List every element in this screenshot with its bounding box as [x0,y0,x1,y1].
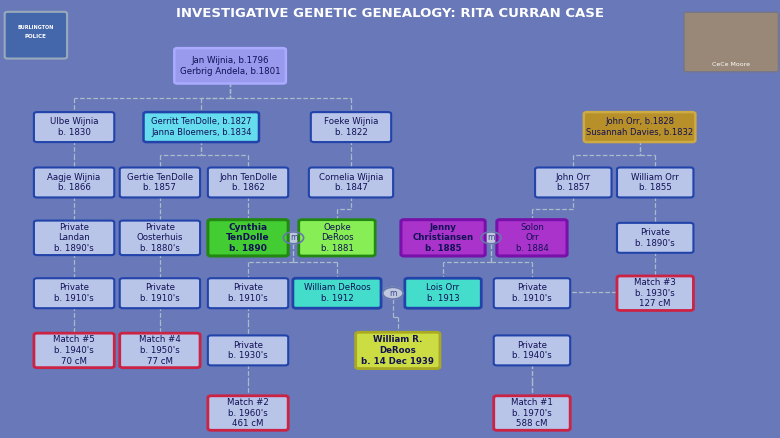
Text: William DeRoos
b. 1912: William DeRoos b. 1912 [303,283,370,303]
FancyBboxPatch shape [497,220,567,256]
Text: Lois Orr
b. 1913: Lois Orr b. 1913 [427,283,459,303]
Text: Private
b. 1910's: Private b. 1910's [140,283,179,303]
Text: Cornelia Wijnia
b. 1847: Cornelia Wijnia b. 1847 [319,173,383,192]
Text: Match #2
b. 1960's
461 cM: Match #2 b. 1960's 461 cM [227,398,269,428]
Text: Oepke
DeRoos
b. 1881: Oepke DeRoos b. 1881 [321,223,353,253]
FancyBboxPatch shape [34,112,115,142]
FancyBboxPatch shape [207,396,289,430]
FancyBboxPatch shape [5,12,67,59]
FancyBboxPatch shape [119,333,200,367]
FancyBboxPatch shape [617,276,693,311]
Text: Private
b. 1910's: Private b. 1910's [55,283,94,303]
FancyBboxPatch shape [207,167,289,198]
Text: Private
Landan
b. 1890's: Private Landan b. 1890's [55,223,94,253]
FancyBboxPatch shape [401,220,485,256]
Circle shape [480,232,501,244]
FancyBboxPatch shape [494,278,570,308]
Text: CeCe Moore: CeCe Moore [712,62,750,67]
FancyBboxPatch shape [583,112,696,142]
Text: John Orr
b. 1857: John Orr b. 1857 [555,173,591,192]
Text: Cynthia
TenDolle
b. 1890: Cynthia TenDolle b. 1890 [226,223,270,253]
FancyBboxPatch shape [207,220,289,256]
Text: William R.
DeRoos
b. 14 Dec 1939: William R. DeRoos b. 14 Dec 1939 [361,335,434,366]
Text: Private
b. 1890's: Private b. 1890's [636,228,675,248]
FancyBboxPatch shape [535,167,612,198]
FancyBboxPatch shape [617,223,693,253]
FancyBboxPatch shape [299,220,375,256]
FancyBboxPatch shape [309,167,393,198]
Circle shape [383,287,403,299]
Text: John Orr, b.1828
Susannah Davies, b.1832: John Orr, b.1828 Susannah Davies, b.1832 [586,117,693,137]
Text: Private
Oosterhuis
b. 1880's: Private Oosterhuis b. 1880's [136,223,183,253]
FancyBboxPatch shape [174,48,285,84]
Text: BURLINGTON: BURLINGTON [18,25,54,30]
Text: Match #3
b. 1930's
127 cM: Match #3 b. 1930's 127 cM [634,278,676,308]
FancyBboxPatch shape [34,167,115,198]
Text: Foeke Wijnia
b. 1822: Foeke Wijnia b. 1822 [324,117,378,137]
Circle shape [283,232,303,244]
Text: POLICE: POLICE [25,34,47,39]
FancyBboxPatch shape [293,278,381,308]
FancyBboxPatch shape [34,278,115,308]
Text: John TenDolle
b. 1862: John TenDolle b. 1862 [219,173,277,192]
FancyBboxPatch shape [356,332,440,368]
Text: Aagje Wijnia
b. 1866: Aagje Wijnia b. 1866 [48,173,101,192]
Text: Match #1
b. 1970's
588 cM: Match #1 b. 1970's 588 cM [511,398,553,428]
Text: William Orr
b. 1855: William Orr b. 1855 [631,173,679,192]
FancyBboxPatch shape [144,112,259,142]
Text: Gerritt TenDolle, b.1827
Janna Bloemers, b.1834: Gerritt TenDolle, b.1827 Janna Bloemers,… [151,117,251,137]
FancyBboxPatch shape [34,221,115,255]
Text: m: m [488,233,495,242]
Text: Jan Wijnia, b.1796
Gerbrig Andela, b.1801: Jan Wijnia, b.1796 Gerbrig Andela, b.180… [179,56,281,76]
Text: Match #5
b. 1940's
70 cM: Match #5 b. 1940's 70 cM [53,335,95,366]
FancyBboxPatch shape [207,278,289,308]
Text: Jenny
Christiansen
b. 1885: Jenny Christiansen b. 1885 [413,223,473,253]
FancyBboxPatch shape [405,278,481,308]
Text: Private
b. 1940's: Private b. 1940's [512,340,551,360]
FancyBboxPatch shape [684,12,778,72]
FancyBboxPatch shape [207,336,289,365]
Text: Private
b. 1910's: Private b. 1910's [512,283,551,303]
FancyBboxPatch shape [494,396,570,430]
FancyBboxPatch shape [119,278,200,308]
Text: m: m [389,289,396,298]
FancyBboxPatch shape [494,336,570,365]
Text: m: m [290,233,297,242]
Text: Ulbe Wijnia
b. 1830: Ulbe Wijnia b. 1830 [50,117,98,137]
FancyBboxPatch shape [311,112,392,142]
Text: Gertie TenDolle
b. 1857: Gertie TenDolle b. 1857 [127,173,193,192]
FancyBboxPatch shape [119,221,200,255]
Text: Match #4
b. 1950's
77 cM: Match #4 b. 1950's 77 cM [139,335,181,366]
FancyBboxPatch shape [617,167,693,198]
Text: Solon
Orr
b. 1884: Solon Orr b. 1884 [516,223,548,253]
FancyBboxPatch shape [119,167,200,198]
FancyBboxPatch shape [34,333,115,367]
Text: INVESTIGATIVE GENETIC GENEALOGY: RITA CURRAN CASE: INVESTIGATIVE GENETIC GENEALOGY: RITA CU… [176,7,604,20]
Text: Private
b. 1910's: Private b. 1910's [229,283,268,303]
Text: Private
b. 1930's: Private b. 1930's [229,340,268,360]
